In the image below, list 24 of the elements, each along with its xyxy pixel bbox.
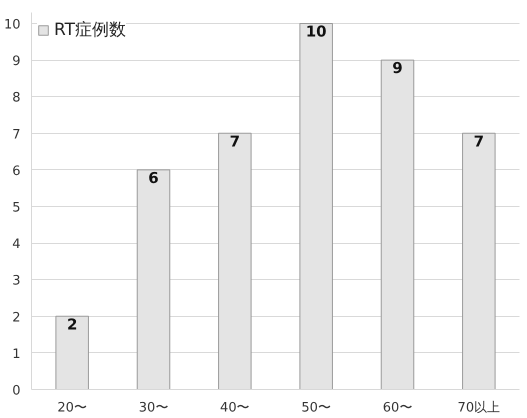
- y-tick-label: 4: [12, 237, 21, 252]
- y-tick-label: 5: [12, 200, 21, 216]
- y-tick-label: 0: [12, 384, 21, 398]
- y-tick-label: 8: [12, 90, 21, 106]
- legend-label: RT症例数: [54, 19, 126, 41]
- y-tick-label: 6: [12, 164, 21, 179]
- y-tick-label: 7: [12, 127, 21, 142]
- y-tick-label: 3: [12, 274, 21, 289]
- x-tick-label: 70以上: [458, 400, 500, 416]
- x-tick-label: 60〜: [382, 400, 412, 416]
- y-tick-label: 9: [12, 54, 21, 70]
- x-tick-label: 20〜: [57, 400, 87, 416]
- y-tick-label: 1: [12, 346, 21, 362]
- data-label: 10: [306, 22, 327, 40]
- data-label: 9: [392, 59, 403, 78]
- data-label: 7: [474, 132, 484, 150]
- x-tick-label: 50〜: [301, 400, 331, 416]
- x-tick-label: 40〜: [220, 400, 250, 416]
- data-label: 7: [230, 132, 240, 150]
- y-tick-label: 10: [4, 17, 21, 32]
- data-label: 2: [66, 315, 78, 334]
- y-tick-label: 2: [12, 310, 21, 326]
- x-tick-label: 30〜: [138, 400, 168, 416]
- data-label: 6: [148, 168, 159, 187]
